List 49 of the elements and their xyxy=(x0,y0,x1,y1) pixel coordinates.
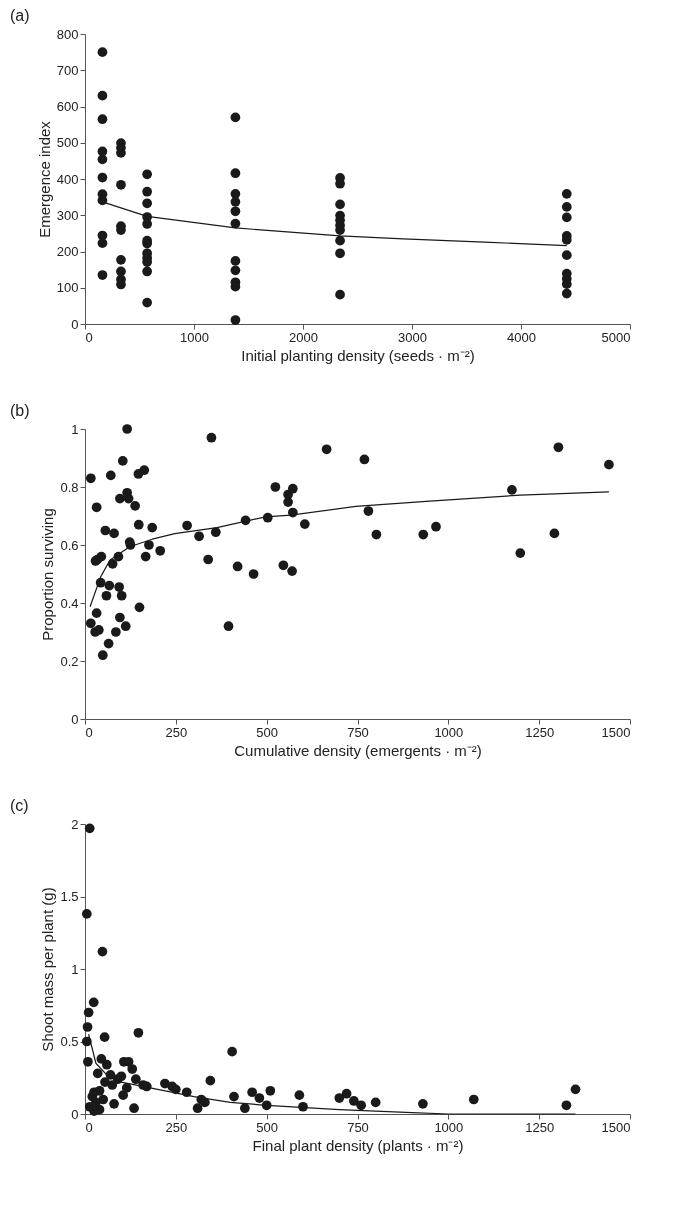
x-tick-label: 1500 xyxy=(601,724,631,740)
y-axis-title: Proportion surviving xyxy=(39,508,57,641)
y-tick-label: 700 xyxy=(56,62,79,78)
x-tick-label: 250 xyxy=(165,724,188,740)
chart-title: (c) xyxy=(10,797,29,814)
y-tick-label: 1 xyxy=(71,961,79,977)
y-tick-label: 800 xyxy=(56,26,79,42)
y-tick-label: 300 xyxy=(56,207,79,223)
y-tick-label: 0.5 xyxy=(60,1034,79,1049)
x-tick-label: 500 xyxy=(256,724,279,740)
x-tick-label: 500 xyxy=(256,1119,279,1135)
x-axis-title: Initial planting density (seeds · m⁻²) xyxy=(241,346,475,364)
x-tick-label: 1000 xyxy=(180,329,209,345)
y-tick-label: 200 xyxy=(56,244,79,259)
chart-title: (b) xyxy=(10,402,30,419)
x-tick-label: 250 xyxy=(165,1119,188,1135)
y-tick-label: 2 xyxy=(71,816,79,832)
y-tick-label: 0.6 xyxy=(60,537,79,553)
y-tick-label: 0 xyxy=(71,711,79,727)
x-tick-label: 1250 xyxy=(525,724,555,740)
y-tick-label: 0.4 xyxy=(60,595,79,611)
x-tick-label: 0 xyxy=(85,329,93,345)
x-tick-label: 1000 xyxy=(434,724,464,740)
y-tick-label: 0.2 xyxy=(60,653,79,669)
y-tick-label: 600 xyxy=(56,99,79,114)
y-tick-label: 1 xyxy=(71,421,79,437)
x-tick-label: 2000 xyxy=(289,329,318,345)
x-tick-label: 3000 xyxy=(398,329,427,345)
x-tick-label: 0 xyxy=(85,724,93,740)
y-tick-label: 100 xyxy=(56,280,79,296)
y-axis-title: Emergence index xyxy=(35,120,53,238)
x-axis-title: Final plant density (plants · m⁻²) xyxy=(252,1136,464,1154)
y-tick-label: 400 xyxy=(56,171,79,187)
y-tick-label: 0 xyxy=(71,1106,79,1122)
y-tick-label: 0.8 xyxy=(60,479,79,495)
x-tick-label: 1250 xyxy=(525,1119,555,1135)
y-axis-title: Shoot mass per plant (g) xyxy=(39,887,57,1052)
x-tick-label: 4000 xyxy=(507,329,536,345)
x-tick-label: 5000 xyxy=(601,329,631,345)
y-tick-label: 1.5 xyxy=(60,889,79,904)
x-tick-label: 1500 xyxy=(601,1119,631,1135)
y-tick-label: 0 xyxy=(71,316,79,332)
y-tick-label: 500 xyxy=(56,135,79,151)
x-tick-label: 0 xyxy=(85,1119,93,1135)
x-tick-label: 750 xyxy=(347,1119,369,1135)
x-tick-label: 750 xyxy=(347,724,369,740)
chart-title: (a) xyxy=(10,7,30,24)
x-tick-label: 1000 xyxy=(434,1119,464,1135)
x-axis-title: Cumulative density (emergents · m⁻²) xyxy=(234,741,482,759)
